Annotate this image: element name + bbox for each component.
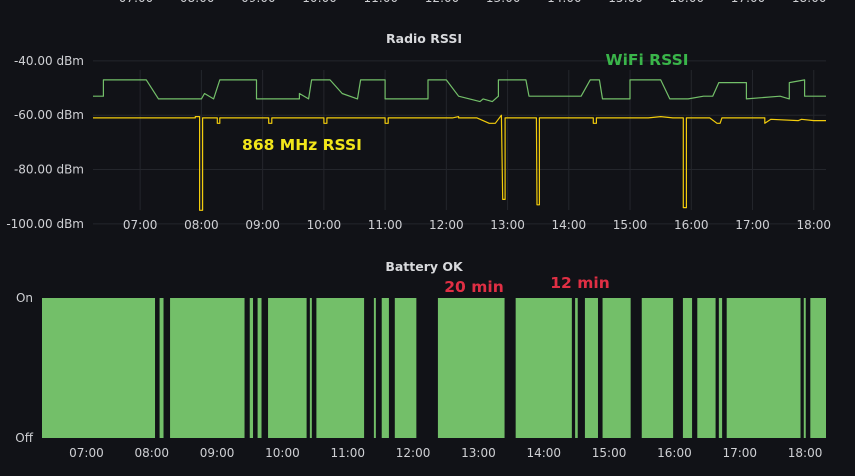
battery-on-segment	[170, 298, 245, 438]
battery-on-segment	[803, 298, 806, 438]
battery-on-segment	[309, 298, 312, 438]
radio-rssi-series	[93, 79, 826, 211]
x-tick-label: 11:00	[368, 218, 403, 232]
x-tick-label: 07:00	[123, 218, 158, 232]
gap-20-min-annotation: 20 min	[444, 278, 503, 296]
battery-on-segment	[602, 298, 631, 438]
battery-on-segment	[437, 298, 505, 438]
battery-on-segment	[268, 298, 307, 438]
x-tick-label: 09:00	[245, 218, 280, 232]
top-tick-label-1800: 18:00	[792, 0, 827, 5]
wifi-rssi-annotation: WiFi RSSI	[605, 51, 688, 69]
top-tick-label-1700: 17:00	[731, 0, 766, 5]
top-tick-label-1000: 10:00	[302, 0, 337, 5]
battery-ok-x-axis: 07:00 08:00 09:00 10:00 11:00 12:00 13:00 14:00…	[69, 446, 822, 460]
x-tick-label: 16:00	[657, 446, 692, 460]
battery-on-segment	[394, 298, 417, 438]
top-tick-label-0700: 07:00	[119, 0, 154, 5]
battery-on-segment	[373, 298, 376, 438]
x-tick-label: 12:00	[429, 218, 464, 232]
battery-on-segment	[584, 298, 598, 438]
x-tick-label: 12:00	[396, 446, 431, 460]
radio-rssi-panel: Radio RSSI -40.00 dBm -60.00 dBm -80.00 dB…	[6, 31, 831, 232]
x-tick-label: 13:00	[461, 446, 496, 460]
top-cropped-x-axis: 07:00 08:00 09:00 10:00 11:00 12:00 13:00 14:00…	[119, 0, 827, 5]
battery-ok-title: Battery OK	[385, 259, 464, 274]
x-tick-label: 18:00	[796, 218, 831, 232]
battery-on-segment	[697, 298, 716, 438]
battery-on-segment	[381, 298, 389, 438]
x-tick-label: 15:00	[613, 218, 648, 232]
battery-on-segment	[641, 298, 674, 438]
battery-ok-state-timeline	[42, 298, 826, 438]
y-tick-on: On	[16, 291, 33, 305]
x-tick-label: 18:00	[788, 446, 823, 460]
battery-on-segment	[316, 298, 365, 438]
wifi-rssi-line	[93, 79, 826, 103]
battery-on-segment	[257, 298, 262, 438]
top-tick-label-0800: 08:00	[180, 0, 215, 5]
battery-on-segment	[682, 298, 693, 438]
battery-on-segment	[726, 298, 801, 438]
x-tick-label: 10:00	[307, 218, 342, 232]
radio-rssi-x-axis: 07:00 08:00 09:00 10:00 11:00 12:00 13:00 14:00…	[123, 218, 831, 232]
gap-12-min-annotation: 12 min	[550, 274, 609, 292]
battery-on-segment	[718, 298, 723, 438]
y-tick-label: -60.00 dBm	[14, 108, 84, 122]
battery-on-segment	[42, 298, 156, 438]
top-tick-label-1600: 16:00	[670, 0, 705, 5]
x-tick-label: 16:00	[674, 218, 709, 232]
radio-rssi-y-axis: -40.00 dBm -60.00 dBm -80.00 dBm -100.00 dB…	[6, 54, 84, 231]
x-tick-label: 17:00	[722, 446, 757, 460]
868mhz-rssi-line	[93, 114, 826, 211]
x-tick-label: 08:00	[184, 218, 219, 232]
battery-on-segment	[515, 298, 572, 438]
radio-rssi-title: Radio RSSI	[386, 31, 462, 46]
top-tick-label-1200: 12:00	[425, 0, 460, 5]
x-tick-label: 14:00	[526, 446, 561, 460]
battery-on-segment	[249, 298, 254, 438]
top-tick-label-1100: 11:00	[364, 0, 399, 5]
x-tick-label: 10:00	[265, 446, 300, 460]
y-tick-label: -40.00 dBm	[14, 54, 84, 68]
top-tick-label-1500: 15:00	[608, 0, 643, 5]
radio-rssi-grid	[93, 60, 826, 225]
top-tick-label-1300: 13:00	[486, 0, 521, 5]
battery-on-segment	[810, 298, 826, 438]
battery-on-segment	[575, 298, 578, 438]
x-tick-label: 14:00	[552, 218, 587, 232]
868mhz-rssi-annotation: 868 MHz RSSI	[242, 136, 362, 154]
battery-ok-panel: Battery OK On Off 07:00 08:00 09:00 10:00 11…	[15, 259, 826, 460]
battery-on-segment	[159, 298, 164, 438]
x-tick-label: 11:00	[330, 446, 365, 460]
y-tick-off: Off	[15, 431, 33, 445]
y-tick-label: -100.00 dBm	[6, 217, 84, 231]
x-tick-label: 15:00	[592, 446, 627, 460]
top-tick-label-0900: 09:00	[241, 0, 276, 5]
x-tick-label: 07:00	[69, 446, 104, 460]
x-tick-label: 08:00	[134, 446, 169, 460]
x-tick-label: 17:00	[735, 218, 770, 232]
x-tick-label: 09:00	[200, 446, 235, 460]
x-tick-label: 13:00	[490, 218, 525, 232]
top-tick-label-1400: 14:00	[547, 0, 582, 5]
y-tick-label: -80.00 dBm	[14, 163, 84, 177]
